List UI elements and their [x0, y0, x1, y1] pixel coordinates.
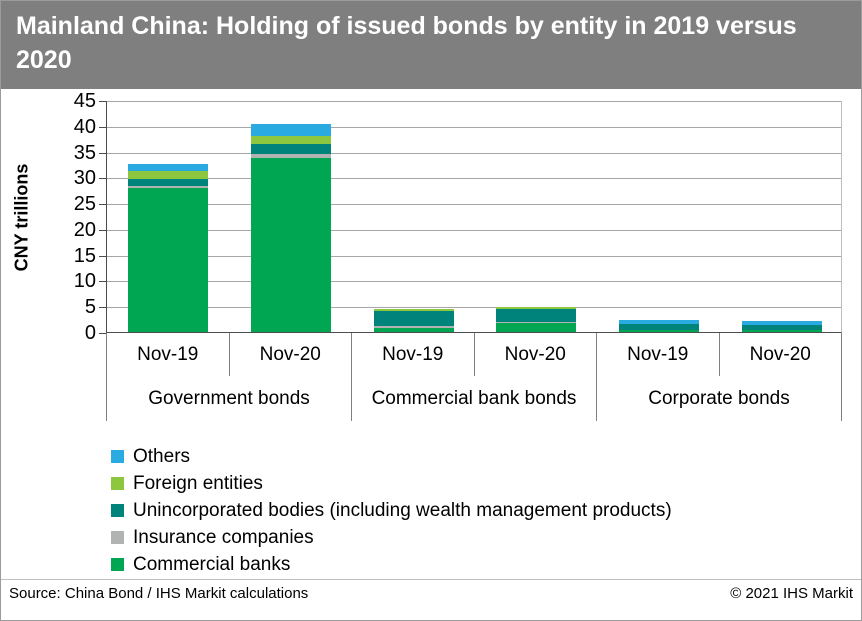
- bar-segment: [619, 319, 699, 325]
- legend-label: Insurance companies: [133, 526, 314, 548]
- legend-item: Unincorporated bodies (including wealth …: [111, 497, 672, 524]
- y-tick-label-40: 40: [73, 115, 96, 138]
- bar-nov-20-3: [496, 306, 577, 332]
- legend-item: Others: [111, 443, 672, 470]
- y-tick-label-30: 30: [73, 167, 96, 190]
- gridline-35: [107, 152, 841, 154]
- gridline-15: [107, 255, 841, 257]
- y-tick-mark: [99, 281, 106, 283]
- gridline-25: [107, 204, 841, 206]
- plot-area: [106, 101, 842, 333]
- bar-nov-19-2: [373, 308, 454, 332]
- x-months-row: Nov-19 Nov-20: [107, 333, 351, 376]
- legend-swatch-icon: [111, 477, 124, 490]
- x-group-label: Government bonds: [148, 387, 310, 409]
- y-tick-mark: [99, 204, 106, 206]
- legend: Others Foreign entities Unincorporated bod…: [111, 443, 672, 578]
- bar-segment: [741, 321, 822, 325]
- legend-swatch-icon: [111, 450, 124, 463]
- x-group-government-bonds: Nov-19 Nov-20 Government bonds: [106, 333, 351, 421]
- bar-segment: [251, 157, 331, 332]
- x-tick-label: Nov-20: [749, 343, 811, 365]
- y-tick-label-15: 15: [73, 244, 96, 267]
- bar-segment: [373, 325, 454, 328]
- bar-nov-20-1: [251, 124, 331, 332]
- y-tick-label-45: 45: [73, 90, 96, 112]
- legend-swatch-icon: [111, 504, 124, 517]
- source-note: Source: China Bond / IHS Markit calculat…: [9, 585, 309, 602]
- x-tick-label: Nov-20: [259, 343, 321, 365]
- bar-segment: [251, 144, 331, 155]
- bar-segment: [496, 306, 577, 310]
- legend-item: Insurance companies: [111, 524, 672, 551]
- y-tick-mark: [99, 333, 106, 334]
- bar-segment: [128, 178, 209, 186]
- copyright-note: © 2021 IHS Markit: [730, 585, 853, 602]
- x-tick-label: Nov-19: [352, 333, 475, 376]
- y-tick-label-20: 20: [73, 218, 96, 241]
- bar-segment: [496, 323, 577, 332]
- gridline-45: [107, 101, 841, 102]
- y-tick-mark: [99, 152, 106, 154]
- legend-swatch-icon: [111, 531, 124, 544]
- y-axis-title: CNY trillions: [11, 163, 32, 272]
- x-tick-label: Nov-20: [504, 343, 566, 365]
- y-tick-mark: [99, 255, 106, 257]
- legend-item: Foreign entities: [111, 470, 672, 497]
- legend-label: Others: [133, 445, 191, 467]
- y-tick-mark: [99, 101, 106, 102]
- y-tick-label-5: 5: [84, 296, 96, 319]
- bar-segment: [373, 311, 454, 326]
- title-bar: Mainland China: Holding of issued bonds …: [1, 1, 861, 89]
- bar-segment: [373, 327, 454, 332]
- y-tick-mark: [99, 229, 106, 231]
- y-tick-label-35: 35: [73, 141, 96, 164]
- bar-segment: [251, 136, 331, 145]
- x-group-label: Commercial bank bonds: [371, 387, 577, 409]
- legend-item: Commercial banks: [111, 551, 672, 578]
- y-tick-mark: [99, 307, 106, 309]
- x-group-label: Corporate bonds: [648, 387, 790, 409]
- x-axis-category-table: Nov-19 Nov-20 Government bonds Nov-19 Nov-20…: [106, 333, 842, 421]
- legend-swatch-icon: [111, 558, 124, 571]
- footer: Source: China Bond / IHS Markit calculat…: [1, 579, 861, 602]
- legend-label: Foreign entities: [133, 472, 263, 494]
- gridline-40: [107, 126, 841, 128]
- y-tick-label-25: 25: [73, 193, 96, 216]
- bar-nov-19-4: [619, 319, 699, 332]
- bar-segment: [619, 324, 699, 331]
- bar-segment: [496, 309, 577, 323]
- legend-label: Commercial banks: [133, 553, 291, 575]
- gridline-5: [107, 307, 841, 309]
- x-tick-label: Nov-19: [107, 333, 230, 376]
- x-months-row: Nov-19 Nov-20: [597, 333, 841, 376]
- bar-segment: [251, 154, 331, 158]
- bar-segment: [128, 185, 209, 189]
- x-group-commercial-bank-bonds: Nov-19 Nov-20 Commercial bank bonds: [351, 333, 596, 421]
- x-tick-label: Nov-19: [597, 333, 720, 376]
- y-tick-label-0: 0: [84, 322, 96, 344]
- x-months-row: Nov-19 Nov-20: [352, 333, 596, 376]
- bar-segment: [251, 124, 331, 137]
- bar-segment: [128, 171, 209, 179]
- bar-segment: [741, 324, 822, 331]
- bar-nov-20-5: [741, 321, 822, 332]
- gridline-10: [107, 281, 841, 283]
- y-tick-label-10: 10: [73, 270, 96, 293]
- y-tick-mark: [99, 178, 106, 180]
- legend-label: Unincorporated bodies (including wealth …: [133, 499, 672, 521]
- x-group-corporate-bonds: Nov-19 Nov-20 Corporate bonds: [596, 333, 842, 421]
- bar-nov-19-0: [128, 164, 209, 332]
- gridline-30: [107, 178, 841, 180]
- bar-segment: [741, 330, 822, 332]
- y-tick-mark: [99, 126, 106, 128]
- gridline-20: [107, 229, 841, 231]
- bar-segment: [128, 188, 209, 332]
- page-title: Mainland China: Holding of issued bonds …: [16, 12, 797, 74]
- bar-segment: [128, 164, 209, 172]
- bar-segment: [496, 322, 577, 324]
- bar-segment: [373, 308, 454, 312]
- bar-segment: [619, 330, 699, 332]
